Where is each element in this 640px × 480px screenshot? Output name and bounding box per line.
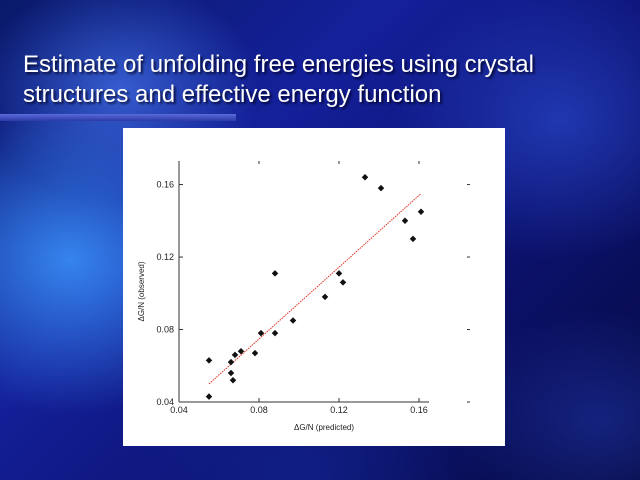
x-tick-label: 0.04 bbox=[170, 405, 188, 415]
data-point bbox=[289, 317, 297, 324]
fit-line-layer bbox=[208, 193, 422, 385]
data-point bbox=[271, 329, 279, 337]
data-point bbox=[227, 358, 235, 366]
data-point bbox=[227, 369, 235, 377]
data-point bbox=[205, 393, 213, 400]
data-point bbox=[251, 349, 259, 357]
scatter-chart: 0.04 0.08 0.12 0.16 0.04 0.08 0.12 0.16 ΔG/N (p… bbox=[137, 161, 470, 432]
axes bbox=[178, 161, 429, 403]
x-axis-title: ΔG/N (predicted) bbox=[294, 423, 354, 432]
y-tick-label: 0.16 bbox=[156, 180, 174, 190]
data-point bbox=[335, 270, 343, 277]
x-tick-label: 0.16 bbox=[410, 405, 428, 415]
data-point bbox=[377, 184, 385, 192]
y-tick-label: 0.04 bbox=[156, 397, 174, 407]
slide-title: Estimate of unfolding free energies usin… bbox=[23, 51, 534, 108]
data-point bbox=[339, 279, 347, 286]
y-tick-label: 0.08 bbox=[156, 325, 174, 335]
data-point bbox=[257, 329, 265, 337]
data-point bbox=[231, 351, 239, 359]
data-point bbox=[417, 208, 425, 215]
title-accent-bar bbox=[0, 114, 236, 121]
data-point bbox=[271, 270, 279, 277]
data-point bbox=[237, 348, 245, 355]
y-tick-label: 0.12 bbox=[156, 252, 174, 262]
data-point bbox=[401, 217, 409, 225]
chart-panel: 0.04 0.08 0.12 0.16 0.04 0.08 0.12 0.16 ΔG/N (p… bbox=[123, 128, 505, 446]
ticks: 0.04 0.08 0.12 0.16 0.04 0.08 0.12 0.16 bbox=[156, 161, 470, 415]
data-point bbox=[229, 377, 237, 384]
data-point bbox=[361, 174, 369, 181]
data-point bbox=[205, 357, 213, 364]
data-point bbox=[409, 235, 417, 243]
x-tick-label: 0.12 bbox=[330, 405, 348, 415]
data-point bbox=[321, 293, 329, 301]
x-tick-label: 0.08 bbox=[250, 405, 268, 415]
points bbox=[205, 174, 425, 400]
y-axis-title: ΔG/N (observed) bbox=[137, 261, 146, 321]
fit-line bbox=[208, 193, 422, 385]
